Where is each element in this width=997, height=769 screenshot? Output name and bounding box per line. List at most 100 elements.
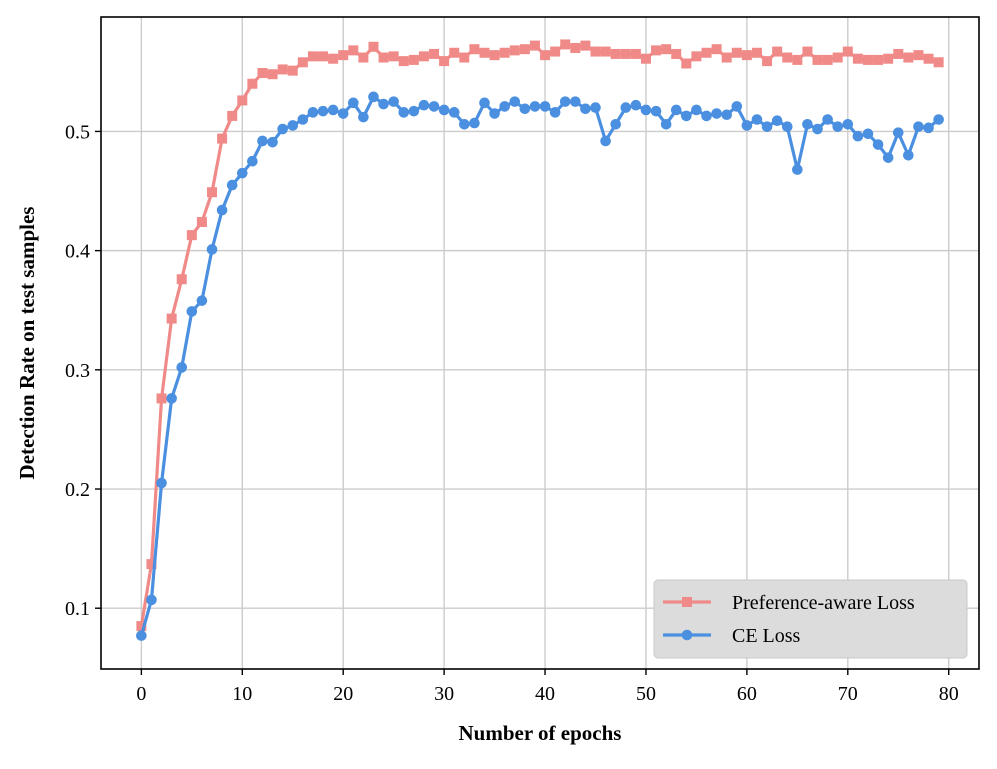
data-point-circle xyxy=(378,98,389,110)
data-point-circle xyxy=(802,118,813,130)
legend-label: CE Loss xyxy=(732,625,801,647)
data-point-circle xyxy=(892,127,904,138)
data-point-circle xyxy=(681,110,692,122)
data-point-circle xyxy=(580,103,591,115)
series-group xyxy=(136,39,944,641)
plot-frame xyxy=(100,16,980,670)
y-tick-label: 0.5 xyxy=(65,121,90,143)
legend-box xyxy=(653,579,968,659)
data-point-square xyxy=(842,46,853,57)
data-point-square xyxy=(338,50,349,61)
data-point-square xyxy=(822,54,833,65)
series-preference-aware-loss xyxy=(136,39,944,632)
data-point-square xyxy=(499,47,510,58)
data-point-circle xyxy=(771,115,783,127)
data-point-square xyxy=(277,64,288,75)
data-point-circle xyxy=(247,155,258,167)
data-point-circle xyxy=(327,104,339,116)
data-point-circle xyxy=(146,594,157,606)
data-point-square xyxy=(519,44,530,55)
data-point-square xyxy=(348,45,359,56)
data-point-circle xyxy=(136,630,147,641)
data-point-circle xyxy=(660,118,672,130)
data-point-circle xyxy=(489,108,500,119)
data-point-circle xyxy=(570,96,581,107)
series-ce-loss xyxy=(136,91,944,641)
data-point-square xyxy=(802,46,813,57)
data-point-circle xyxy=(166,393,177,404)
data-point-square xyxy=(560,39,571,50)
x-tick-label: 50 xyxy=(636,683,656,705)
data-point-square xyxy=(166,313,177,324)
data-point-square xyxy=(287,65,298,76)
data-point-circle xyxy=(792,164,803,175)
data-point-square xyxy=(378,52,389,63)
data-point-square xyxy=(731,47,742,58)
data-point-circle xyxy=(822,114,833,125)
x-tick-label: 10 xyxy=(232,683,252,705)
data-point-square xyxy=(862,54,873,65)
data-point-square xyxy=(651,45,662,56)
data-point-circle xyxy=(620,102,632,113)
data-point-circle xyxy=(590,102,601,113)
data-point-square xyxy=(439,56,450,67)
legend-label: Preference-aware Loss xyxy=(732,592,915,614)
data-point-square xyxy=(257,68,268,79)
legend-marker-square xyxy=(682,597,692,607)
data-point-square xyxy=(661,44,672,55)
data-point-circle xyxy=(842,118,854,130)
data-point-square xyxy=(640,53,651,64)
data-point-circle xyxy=(529,101,541,112)
data-point-square xyxy=(792,54,803,65)
data-point-square xyxy=(762,56,773,67)
data-point-circle xyxy=(711,108,722,119)
data-point-square xyxy=(751,47,762,58)
data-point-circle xyxy=(751,114,763,125)
data-point-square xyxy=(429,48,440,59)
data-point-square xyxy=(186,230,197,241)
data-point-square xyxy=(630,48,641,59)
data-point-square xyxy=(469,44,480,55)
data-point-circle xyxy=(448,107,460,118)
data-point-circle xyxy=(347,97,359,109)
data-point-square xyxy=(580,40,591,51)
data-point-square xyxy=(297,57,308,68)
data-point-square xyxy=(388,51,399,62)
data-point-square xyxy=(772,46,783,57)
data-point-square xyxy=(227,110,238,121)
data-point-circle xyxy=(600,135,611,147)
data-point-circle xyxy=(923,122,934,134)
y-tick-label: 0.2 xyxy=(65,479,90,501)
data-point-square xyxy=(358,52,369,63)
data-point-square xyxy=(207,187,218,198)
data-point-square xyxy=(873,54,884,65)
data-point-square xyxy=(217,133,228,144)
x-tick-label: 0 xyxy=(136,683,146,705)
data-point-circle xyxy=(913,121,924,132)
data-point-circle xyxy=(307,107,319,118)
data-point-circle xyxy=(368,91,379,103)
data-point-circle xyxy=(358,111,369,123)
data-point-circle xyxy=(761,121,773,132)
data-point-square xyxy=(600,46,611,57)
data-point-square xyxy=(247,78,258,89)
data-point-circle xyxy=(297,114,309,125)
data-point-square xyxy=(489,50,500,61)
data-point-circle xyxy=(650,105,662,117)
data-point-circle xyxy=(469,117,480,129)
data-point-square xyxy=(418,51,429,62)
data-point-square xyxy=(156,393,167,404)
x-tick-label: 20 xyxy=(333,683,353,705)
y-tick-label: 0.3 xyxy=(65,360,90,382)
data-point-circle xyxy=(781,121,793,132)
data-point-square xyxy=(701,47,712,58)
data-point-square xyxy=(782,52,793,63)
data-point-circle xyxy=(691,104,702,116)
data-point-circle xyxy=(832,121,844,132)
data-point-circle xyxy=(852,130,864,142)
data-point-circle xyxy=(670,104,682,116)
data-point-square xyxy=(903,52,914,63)
data-point-square xyxy=(913,50,924,61)
